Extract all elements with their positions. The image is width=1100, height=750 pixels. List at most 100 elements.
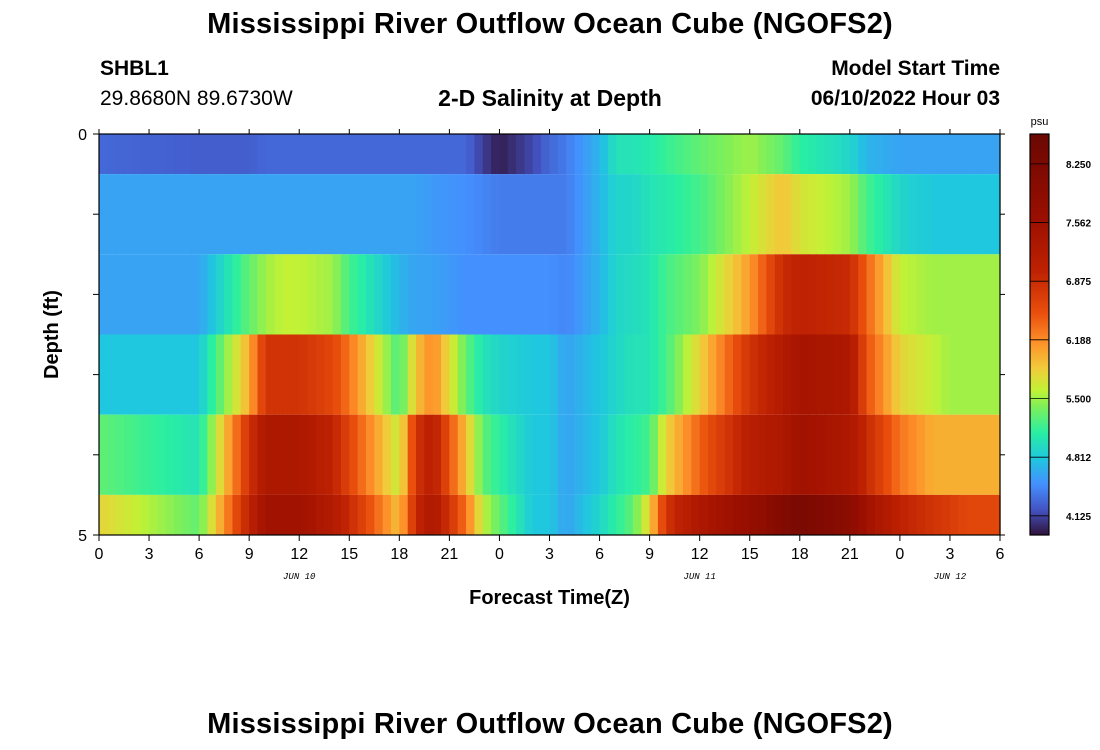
- heatmap-cell: [165, 174, 175, 255]
- heatmap-cell: [441, 494, 450, 535]
- heatmap-cell: [449, 414, 459, 495]
- heatmap-cell: [349, 174, 359, 255]
- heatmap-cell: [282, 254, 292, 335]
- heatmap-cell: [607, 334, 617, 415]
- heatmap-cell: [682, 254, 692, 335]
- heatmap-cell: [841, 334, 851, 415]
- heatmap-cell: [983, 414, 993, 495]
- x-tick-label: 3: [545, 546, 554, 563]
- heatmap-cell: [274, 254, 284, 335]
- colorbar-tick-label: 4.812: [1066, 453, 1091, 464]
- heatmap-cell: [607, 174, 617, 255]
- heatmap-cell: [574, 174, 584, 255]
- heatmap-cell: [282, 334, 292, 415]
- heatmap-cell: [699, 494, 709, 535]
- heatmap-cell: [924, 494, 934, 535]
- heatmap-cell: [390, 414, 400, 495]
- heatmap-cell: [207, 414, 217, 495]
- colorbar-tick-label: 6.875: [1066, 277, 1091, 288]
- heatmap-cell: [324, 254, 334, 335]
- heatmap-cell: [215, 254, 225, 335]
- heatmap-cell: [666, 414, 676, 495]
- heatmap-cell: [916, 334, 926, 415]
- heatmap-cell: [516, 254, 526, 335]
- heatmap-cell: [941, 134, 951, 175]
- heatmap-cell: [357, 494, 367, 535]
- heatmap-cell: [299, 134, 309, 175]
- heatmap-cell: [307, 254, 317, 335]
- heatmap-cell: [399, 134, 409, 175]
- heatmap-cell: [499, 254, 509, 335]
- station-id: SHBL1: [100, 57, 169, 80]
- heatmap-cell: [290, 414, 300, 495]
- heatmap-cell: [382, 254, 392, 335]
- heatmap-cell: [591, 134, 601, 175]
- heatmap-cell: [682, 494, 692, 535]
- x-tick-label: 18: [791, 546, 809, 563]
- heatmap-cell: [357, 334, 367, 415]
- heatmap-cell: [249, 254, 259, 335]
- heatmap-cell: [808, 254, 818, 335]
- heatmap-cell: [265, 414, 275, 495]
- heatmap-cell: [733, 174, 742, 255]
- heatmap-cell: [733, 134, 742, 175]
- heatmap-cell: [849, 174, 859, 255]
- heatmap-cell: [666, 254, 676, 335]
- heatmap-cell: [949, 254, 959, 335]
- heatmap-cell: [132, 414, 142, 495]
- heatmap-cell: [424, 414, 434, 495]
- heatmap-cell: [282, 134, 292, 175]
- heatmap-cell: [324, 334, 334, 415]
- x-tick-label: 0: [895, 546, 904, 563]
- heatmap-cell: [833, 254, 843, 335]
- x-tick-label: 9: [645, 546, 654, 563]
- date-label: JUN 10: [283, 572, 316, 582]
- heatmap-cell: [791, 414, 801, 495]
- heatmap-cell: [182, 494, 192, 535]
- heatmap-cell: [641, 174, 651, 255]
- figure-title-lower: Mississippi River Outflow Ocean Cube (NG…: [207, 708, 893, 740]
- heatmap-cell: [157, 134, 167, 175]
- heatmap-cell: [424, 134, 434, 175]
- heatmap-cell: [282, 494, 292, 535]
- heatmap-cell: [699, 134, 709, 175]
- heatmap-cell: [974, 414, 984, 495]
- heatmap-cell: [482, 174, 492, 255]
- heatmap-cell: [891, 134, 901, 175]
- heatmap-cell: [599, 334, 609, 415]
- heatmap-cell: [933, 494, 943, 535]
- heatmap-cell: [591, 334, 601, 415]
- heatmap-cell: [207, 254, 217, 335]
- colorbar-tick-label: 8.250: [1066, 160, 1091, 171]
- heatmap-cell: [799, 134, 809, 175]
- heatmap-cell: [290, 334, 300, 415]
- heatmap-cell: [591, 414, 601, 495]
- heatmap-cell: [966, 414, 976, 495]
- heatmap-cell: [491, 134, 501, 175]
- heatmap-cell: [557, 334, 567, 415]
- heatmap-cell: [332, 254, 342, 335]
- heatmap-cell: [432, 334, 442, 415]
- heatmap-cell: [591, 494, 601, 535]
- plot-subtitle: 2-D Salinity at Depth: [438, 85, 662, 111]
- heatmap-cell: [199, 414, 209, 495]
- heatmap-cell: [991, 254, 1001, 335]
- heatmap-cell: [616, 414, 626, 495]
- heatmap-cell: [382, 494, 392, 535]
- heatmap-cell: [140, 414, 150, 495]
- heatmap-cell: [808, 134, 818, 175]
- heatmap-cell: [841, 134, 851, 175]
- heatmap-cell: [107, 334, 117, 415]
- heatmap-cell: [124, 174, 133, 255]
- heatmap-cell: [332, 134, 342, 175]
- heatmap-cell: [132, 494, 142, 535]
- heatmap-cell: [441, 334, 450, 415]
- heatmap-cell: [174, 134, 184, 175]
- heatmap-cell: [374, 254, 384, 335]
- heatmap-cell: [708, 174, 717, 255]
- heatmap-cell: [541, 174, 551, 255]
- heatmap-cell: [299, 334, 309, 415]
- heatmap-cell: [174, 494, 184, 535]
- heatmap-cell: [374, 414, 384, 495]
- heatmap-cell: [899, 494, 909, 535]
